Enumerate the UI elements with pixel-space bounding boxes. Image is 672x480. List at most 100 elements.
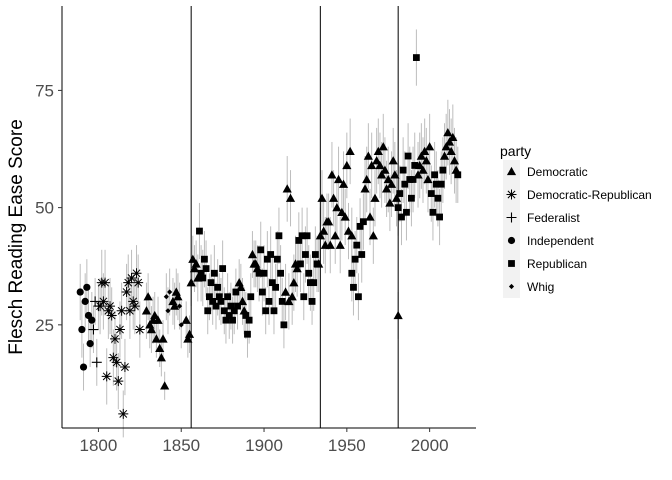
- point-republican: [436, 213, 443, 221]
- legend-label: Democratic: [527, 165, 588, 179]
- point-democratic: [393, 310, 403, 320]
- legend-item-whig: Whig: [503, 275, 554, 298]
- point-democratic: [315, 231, 325, 240]
- point-republican: [429, 208, 437, 216]
- legend-label: Federalist: [527, 211, 580, 225]
- point-democratic: [378, 142, 388, 151]
- point-republican: [311, 251, 319, 258]
- point-republican: [401, 180, 409, 188]
- data-points-layer: [76, 54, 462, 419]
- point-republican: [212, 302, 220, 310]
- y-tick-label: 75: [35, 81, 54, 100]
- point-democratic: [158, 334, 168, 343]
- point-democratic: [289, 278, 299, 287]
- point-democratic: [386, 179, 397, 188]
- point-democratic: [439, 151, 450, 160]
- point-federalist: [93, 301, 104, 312]
- point-republican: [356, 222, 364, 230]
- point-democratic: [188, 254, 198, 263]
- point-republican: [201, 255, 208, 263]
- point-whig: [167, 289, 173, 295]
- point-independent: [88, 316, 96, 324]
- point-independent: [83, 283, 91, 291]
- point-independent: [76, 288, 84, 296]
- x-tick-label: 1900: [245, 436, 283, 455]
- ticks-layer: 1800 1850 1900 1950 2000 25 50 75: [35, 81, 448, 455]
- point-republican: [278, 298, 286, 305]
- point-republican: [275, 232, 283, 240]
- point-democratic: [381, 184, 392, 193]
- legend-symbol-whig: [508, 283, 515, 290]
- point-republican: [196, 227, 203, 235]
- point-republican: [355, 293, 362, 301]
- point-democratic: [292, 263, 302, 273]
- point-democratic-republican: [109, 333, 120, 344]
- point-democratic: [444, 137, 455, 146]
- point-republican: [298, 232, 306, 240]
- x-tick-label: 1850: [162, 436, 200, 455]
- point-republican: [273, 255, 281, 263]
- point-whig: [165, 308, 171, 314]
- point-republican: [245, 316, 253, 324]
- point-republican: [197, 269, 205, 277]
- legend-symbol-federalist: [506, 212, 517, 223]
- point-republican: [255, 269, 263, 277]
- point-democratic: [183, 334, 193, 343]
- legend-label: Republican: [527, 257, 587, 271]
- point-republican: [394, 204, 402, 212]
- point-democratic-republican: [108, 352, 119, 363]
- point-democratic: [146, 324, 157, 334]
- legend-symbol-democratic: [506, 166, 517, 176]
- point-democratic-republican: [128, 296, 139, 307]
- legend-symbol-democratic-republican: [506, 189, 517, 200]
- point-republican: [244, 330, 251, 338]
- point-republican: [408, 194, 415, 202]
- point-democratic: [317, 193, 327, 202]
- point-democratic: [335, 240, 345, 249]
- point-republican: [300, 293, 308, 301]
- point-republican: [265, 298, 273, 305]
- point-democratic-republican: [111, 357, 122, 368]
- point-democratic: [284, 296, 294, 306]
- point-democratic: [328, 193, 339, 202]
- point-democratic: [151, 334, 161, 343]
- point-democratic: [449, 156, 460, 165]
- point-whig: [176, 303, 183, 309]
- point-republican: [280, 321, 288, 329]
- point-democratic: [184, 329, 195, 338]
- legend: party Democratic Democratic-Republican Fed…: [500, 143, 652, 298]
- point-democratic-republican: [121, 287, 132, 298]
- point-republican: [412, 54, 420, 61]
- point-republican: [434, 194, 442, 202]
- point-democratic-republican: [124, 305, 135, 316]
- point-democratic: [325, 240, 335, 249]
- point-democratic: [150, 310, 160, 320]
- point-democratic: [338, 179, 349, 188]
- point-republican: [270, 307, 278, 315]
- legend-label: Whig: [527, 280, 554, 294]
- point-republican: [234, 302, 241, 310]
- point-democratic: [160, 381, 170, 390]
- point-republican: [205, 293, 213, 301]
- reference-lines-layer: [190, 6, 399, 428]
- point-republican: [277, 269, 284, 277]
- point-democratic-republican: [106, 310, 117, 321]
- point-democratic: [191, 259, 201, 268]
- point-republican: [359, 218, 367, 226]
- point-democratic-republican: [119, 362, 130, 373]
- point-democratic: [425, 142, 435, 151]
- point-democratic: [143, 292, 153, 301]
- legend-symbol-independent: [507, 236, 516, 245]
- point-democratic: [156, 353, 166, 362]
- point-republican: [398, 213, 405, 221]
- x-tick-label: 1800: [80, 436, 118, 455]
- point-democratic: [280, 287, 291, 296]
- point-republican: [242, 312, 250, 319]
- point-democratic: [342, 160, 352, 170]
- error-bars-layer: [79, 29, 459, 438]
- point-democratic: [377, 170, 387, 179]
- point-republican: [262, 307, 270, 315]
- legend-title: party: [500, 143, 531, 159]
- point-democratic: [388, 156, 398, 165]
